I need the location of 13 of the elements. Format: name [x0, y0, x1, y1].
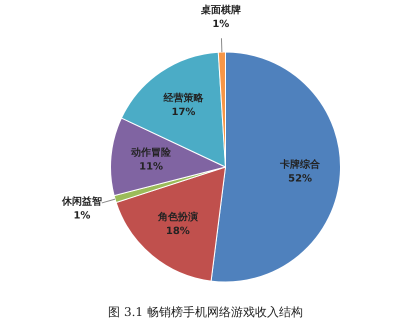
data-label: 18%: [166, 226, 190, 238]
slice-label: 桌面棋牌: [200, 4, 241, 16]
slice-label: 角色扮演: [156, 211, 198, 224]
slice-label: 经营策略: [162, 92, 204, 104]
slice-label: 卡牌综合: [279, 158, 322, 170]
data-label: 52%: [288, 173, 312, 184]
data-label: 11%: [139, 162, 164, 173]
data-label: 17%: [172, 106, 196, 118]
data-label: 1%: [212, 19, 230, 30]
caption: 图 3.1 畅销榜手机网络游戏收入结构: [107, 304, 304, 321]
slice-label: 动作冒险: [130, 146, 172, 159]
data-label: 1%: [73, 210, 90, 222]
slice-label: 休闲益智: [60, 195, 102, 208]
